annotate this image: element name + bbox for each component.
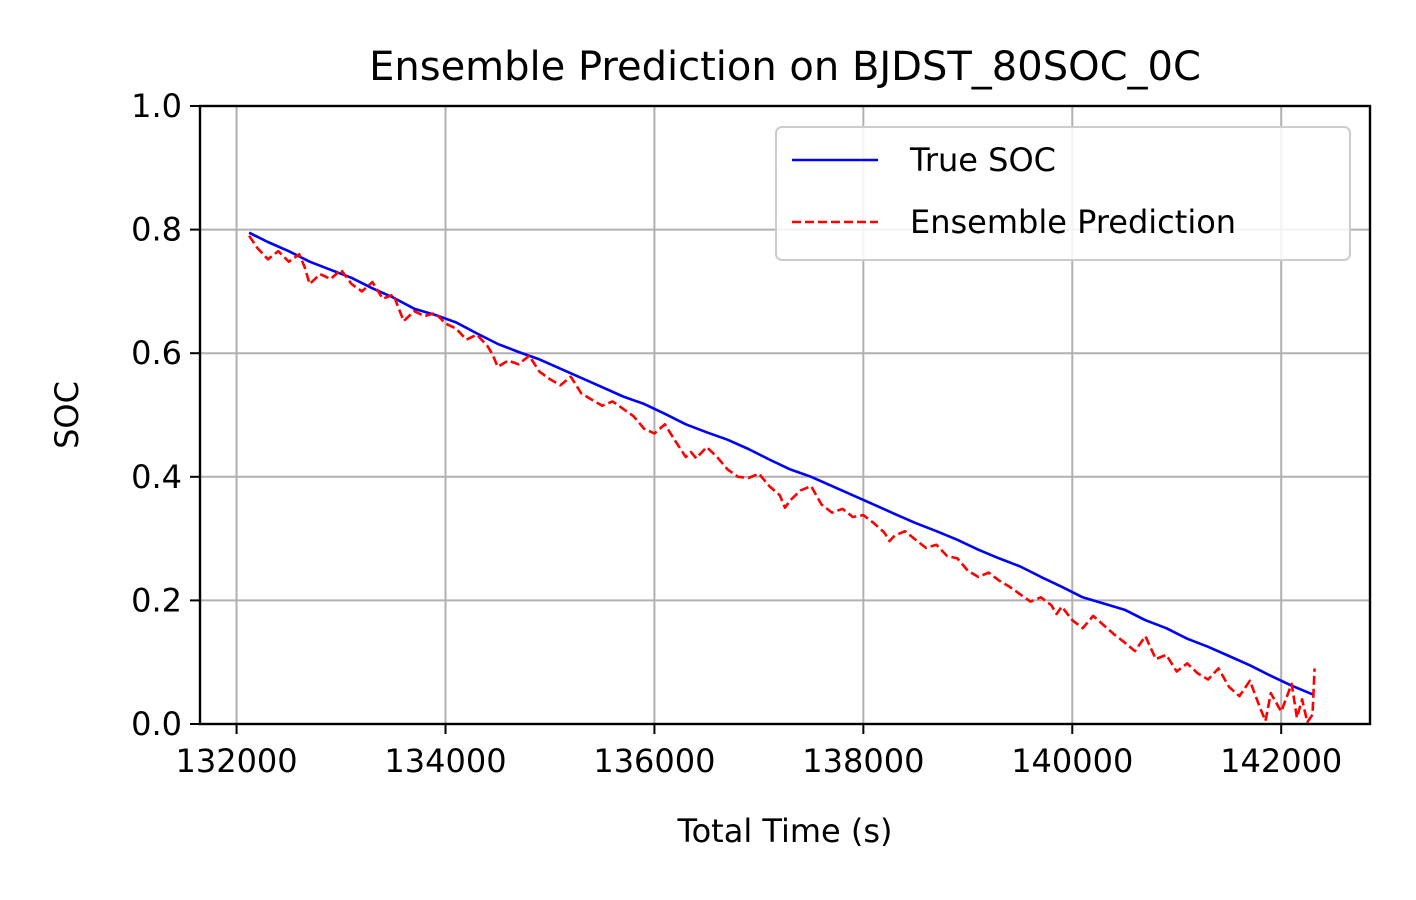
y-tick-label: 0.0 — [131, 705, 182, 743]
y-tick-label: 0.4 — [131, 458, 182, 496]
x-tick-label: 134000 — [384, 742, 506, 780]
legend: True SOC Ensemble Prediction — [776, 127, 1350, 260]
x-tick-label: 138000 — [802, 742, 924, 780]
x-tick-label: 132000 — [175, 742, 297, 780]
chart-title: Ensemble Prediction on BJDST_80SOC_0C — [369, 44, 1201, 90]
x-axis-title: Total Time (s) — [676, 812, 892, 850]
legend-label-true-soc: True SOC — [909, 141, 1056, 179]
x-tick-label: 142000 — [1220, 742, 1342, 780]
y-axis-title: SOC — [48, 381, 86, 449]
x-tick-label: 136000 — [593, 742, 715, 780]
y-tick-label: 1.0 — [131, 87, 182, 125]
x-tick-label: 140000 — [1011, 742, 1133, 780]
legend-label-ensemble-prediction: Ensemble Prediction — [910, 203, 1236, 241]
y-tick-label: 0.8 — [131, 211, 182, 249]
y-tick-label: 0.6 — [131, 334, 182, 372]
y-tick-label: 0.2 — [131, 581, 182, 619]
